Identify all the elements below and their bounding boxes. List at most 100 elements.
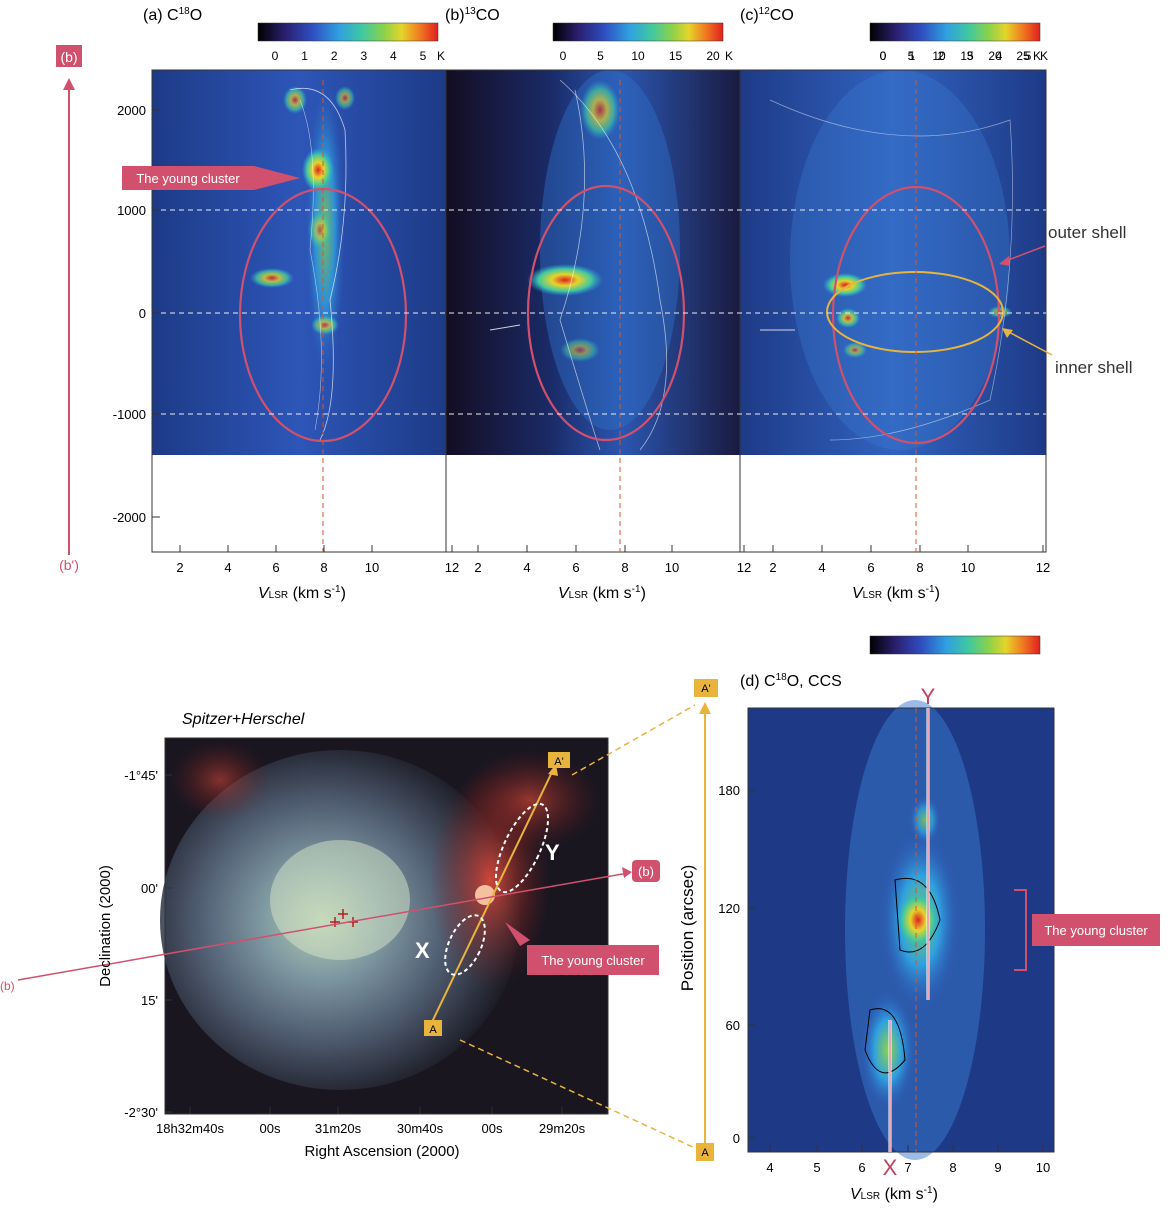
map-x-tick-label: 00s xyxy=(482,1121,503,1136)
colorbar-c-ticks: 0 5 10 15 20 25 K xyxy=(880,49,1041,63)
colorbar-unit: K xyxy=(1033,49,1041,63)
colorbar-tick-label: 3 xyxy=(360,49,367,63)
spitzer-herschel-map xyxy=(160,738,608,1114)
pv-panel-c xyxy=(740,70,1046,455)
map-label-y: Y xyxy=(545,840,560,865)
map-label-a: A xyxy=(429,1024,437,1036)
axis-label-aprime: A' xyxy=(701,683,710,695)
x-tick-label: 2 xyxy=(176,560,183,575)
inner-shell-label: inner shell xyxy=(1055,358,1133,377)
map-x-tick-label: 18h32m40s xyxy=(156,1121,224,1136)
panel-d-title: (d) C18O, CCS xyxy=(740,672,842,690)
x-tick-label: 10 xyxy=(961,560,975,575)
colorbar-tick-label: 5 xyxy=(908,49,915,63)
b-top-label: (b) xyxy=(60,49,77,65)
young-cluster-callout-map: The young cluster xyxy=(505,922,659,975)
cut-line-b: (b) (b) xyxy=(0,860,660,993)
colorbar-tick-label: 0 xyxy=(560,49,567,63)
colorbar-tick-label: 15 xyxy=(669,49,683,63)
xlabel-b: VLSR (km s-1) xyxy=(558,584,646,602)
young-cluster-label-top: The young cluster xyxy=(136,171,240,186)
systemic-velocity-lines xyxy=(322,80,917,552)
x-tick-label: 8 xyxy=(621,560,628,575)
colorbar-unit: K xyxy=(1040,49,1048,63)
colorbar-unit: K xyxy=(725,49,733,63)
map-y-tick-label: 15' xyxy=(141,993,158,1008)
panel-d-xlabel: VLSR (km s-1) xyxy=(850,1185,938,1203)
panel-d-x-tick-label: 8 xyxy=(949,1160,956,1175)
colorbar-tick-label: 10 xyxy=(932,49,946,63)
colorbar-tick-label: 5 xyxy=(420,49,427,63)
panel-d-y-tick-label: 60 xyxy=(726,1018,740,1033)
panel-d-x-tick-label: 4 xyxy=(766,1160,773,1175)
y-tick-label: -2000 xyxy=(113,510,146,525)
map-x-tick-label: 31m20s xyxy=(315,1121,362,1136)
map-x-axis: 18h32m40s 00s 31m20s 30m40s 00s 29m20s xyxy=(156,1107,586,1136)
map-label-b: (b) xyxy=(638,864,654,879)
y-tick-label: 1000 xyxy=(117,203,146,218)
xlabel-a: VLSR (km s-1) xyxy=(258,584,346,602)
y-tick-label: 2000 xyxy=(117,103,146,118)
axis-label-a: A xyxy=(701,1147,709,1159)
dashed-guides xyxy=(152,209,1046,415)
colorbar-tick-label: 15 xyxy=(960,49,974,63)
x-tick-label: 12 xyxy=(445,560,459,575)
y-tick-label: -1000 xyxy=(113,407,146,422)
region-y-ellipse xyxy=(494,802,550,894)
young-cluster-callout-d: The young cluster xyxy=(1014,889,1160,971)
colorbar-tick-label: 3 xyxy=(967,49,974,63)
panel-d-label-x: X xyxy=(883,1155,898,1180)
young-cluster-callout-top: The young cluster xyxy=(122,166,300,190)
pv-panel-b xyxy=(446,70,740,455)
colorbar-tick-label: 0 xyxy=(880,49,887,63)
panel-d-x-tick-label: 10 xyxy=(1036,1160,1050,1175)
map-x-tick-label: 00s xyxy=(260,1121,281,1136)
map-x-tick-label: 30m40s xyxy=(397,1121,444,1136)
map-y-tick-label: -2°30' xyxy=(124,1105,158,1120)
x-tick-label: 12 xyxy=(737,560,751,575)
x-tick-label: 10 xyxy=(365,560,379,575)
x-tick-label: 10 xyxy=(665,560,679,575)
colorbar-tick-label: 2 xyxy=(938,49,945,63)
panel-d-label-y: Y xyxy=(921,684,936,709)
panel-d-y-tick-label: 180 xyxy=(718,783,740,798)
colorbar-tick-label: 25 xyxy=(1016,49,1030,63)
colorbar-tick-label: 5 xyxy=(597,49,604,63)
x-tick-label: 4 xyxy=(523,560,530,575)
y-tick-label: 0 xyxy=(139,306,146,321)
top-x-axis: 2 4 6 8 10 12 2 4 6 8 10 12 2 4 6 8 10 12 xyxy=(176,545,1050,575)
map-label-aprime: A' xyxy=(554,756,563,768)
map-y-axis: -1°45' 00' 15' -2°30' xyxy=(124,768,172,1120)
b-axis-arrow: (b) (b') xyxy=(56,45,82,573)
colorbar-tick-label: 5 xyxy=(1025,49,1032,63)
panel-b-title: (b)13CO xyxy=(445,6,500,24)
top-y-axis: 2000 1000 0 -1000 -2000 xyxy=(113,103,160,525)
panel-d-x-tick-label: 9 xyxy=(994,1160,1001,1175)
colorbar-tick-label: 0 xyxy=(880,49,887,63)
connector-lines xyxy=(459,704,696,1149)
b-bottom-label: (b') xyxy=(59,557,79,573)
x-tick-label: 12 xyxy=(1036,560,1050,575)
x-tick-label: 8 xyxy=(916,560,923,575)
panel-d-ylabel: Position (arcsec) xyxy=(678,865,697,992)
colorbar-b-ticks: 0 5 10 15 20 K xyxy=(560,49,733,63)
x-tick-label: 6 xyxy=(867,560,874,575)
map-label-x: X xyxy=(415,938,430,963)
shell-callouts: outer shell inner shell xyxy=(999,223,1133,377)
x-tick-label: 6 xyxy=(272,560,279,575)
colorbar-tick-label: 20 xyxy=(988,49,1002,63)
panel-d-x-tick-label: 5 xyxy=(813,1160,820,1175)
colorbar-c: 0 5 10 15 20 25 K xyxy=(869,22,1041,63)
panel-d-y-axis: 180 120 60 0 xyxy=(718,783,755,1146)
colorbar-tick-label: 1 xyxy=(909,49,916,63)
colorbar-b: 0 5 10 15 20 K xyxy=(552,22,733,63)
outer-shell-label: outer shell xyxy=(1048,223,1126,242)
map-ylabel: Declination (2000) xyxy=(97,865,114,987)
x-tick-label: 4 xyxy=(818,560,825,575)
panel-d-x-tick-label: 7 xyxy=(904,1160,911,1175)
young-cluster-label-map: The young cluster xyxy=(541,953,645,968)
x-tick-label: 6 xyxy=(572,560,579,575)
map-x-tick-label: 29m20s xyxy=(539,1121,586,1136)
